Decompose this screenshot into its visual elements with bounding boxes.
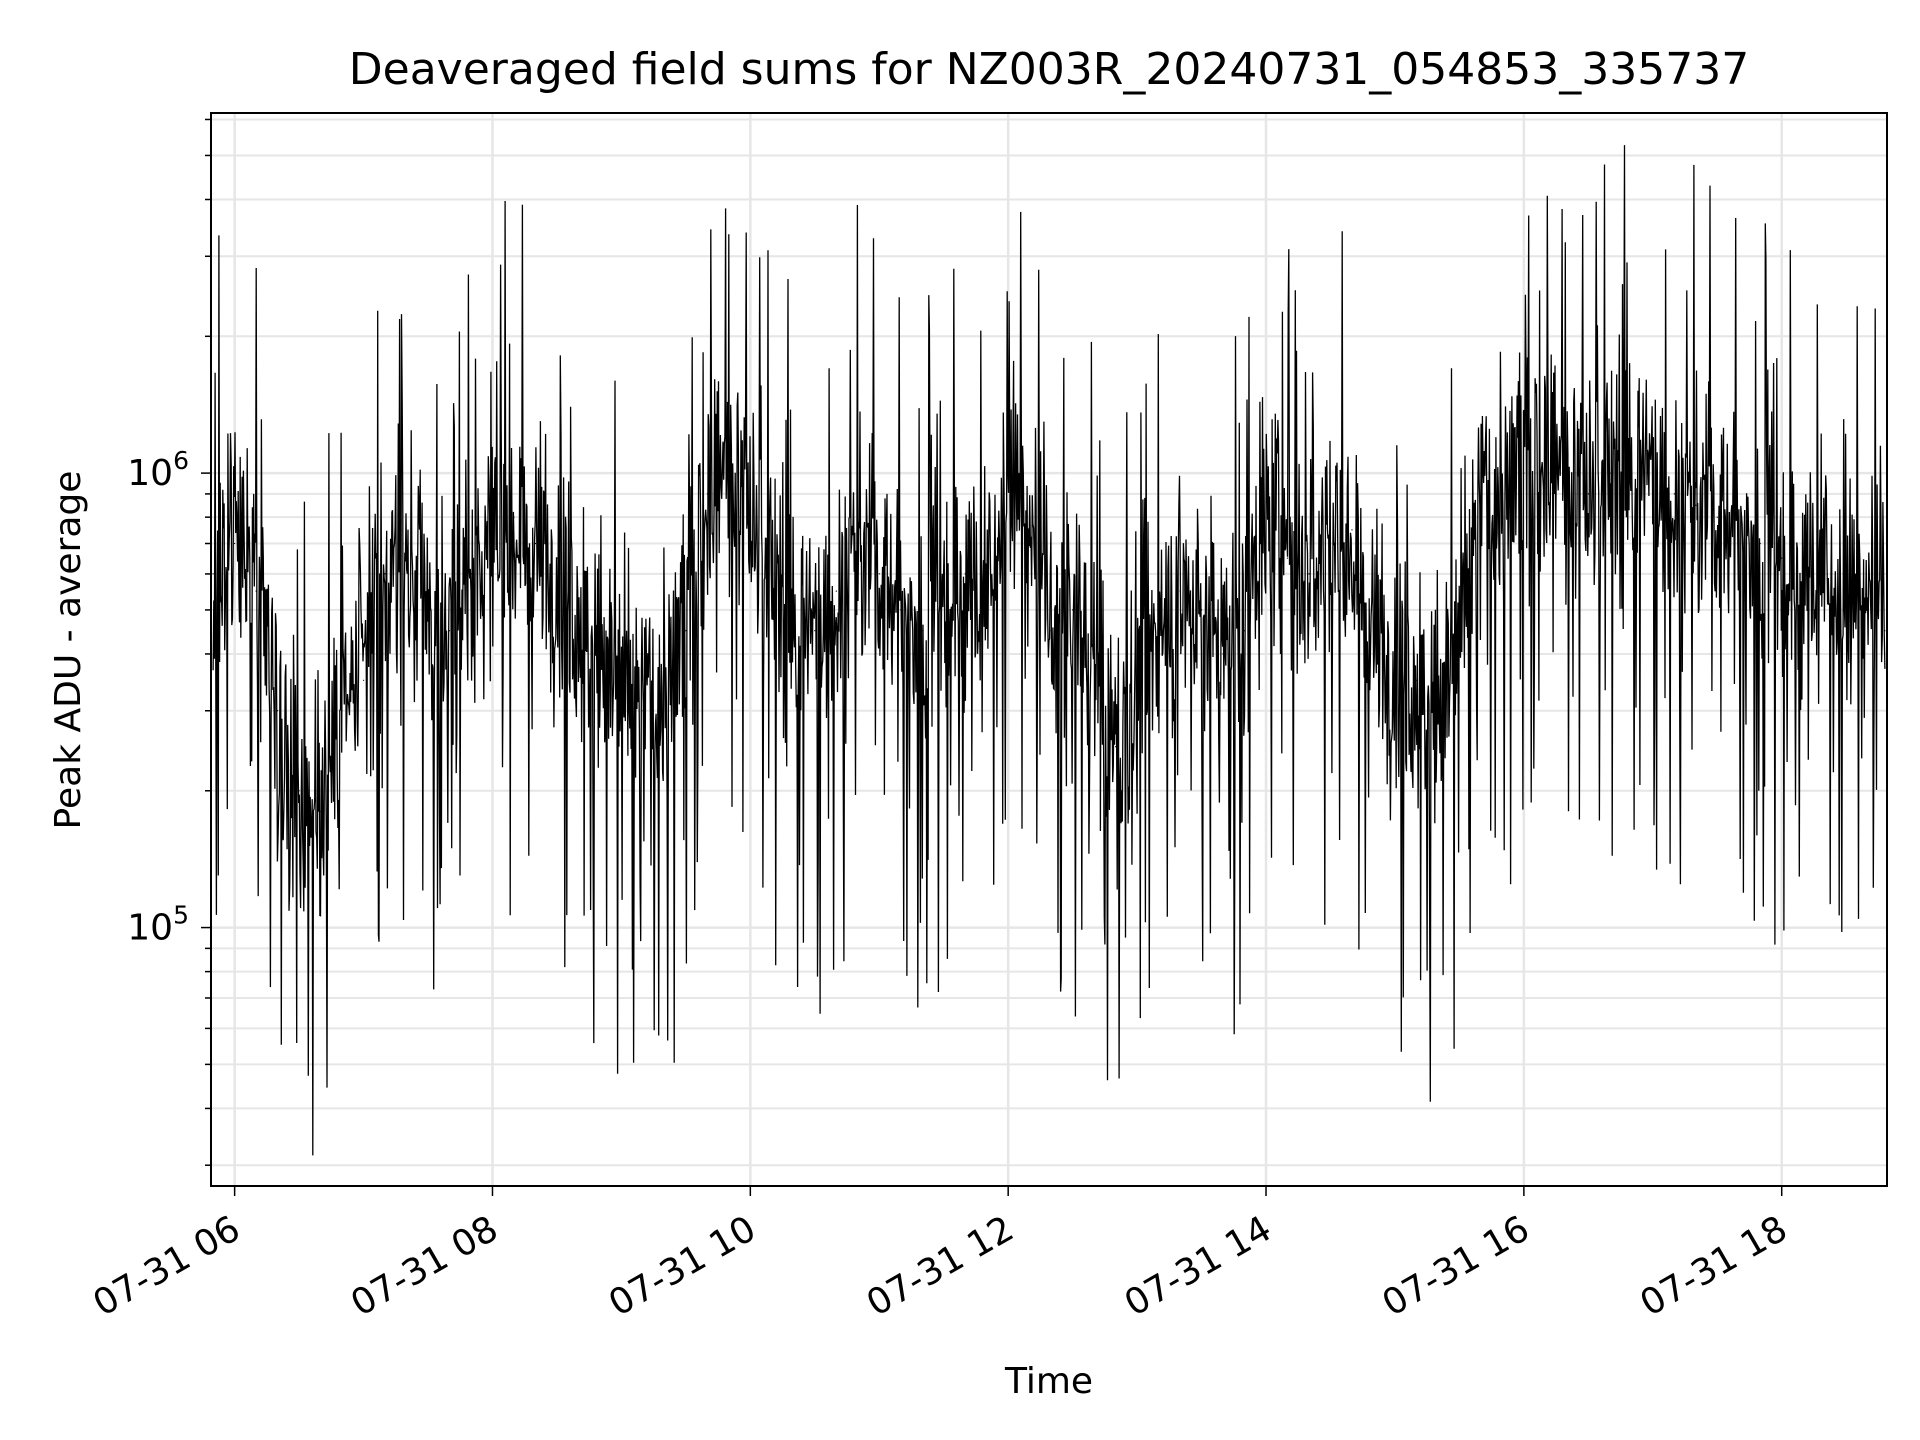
data-point	[363, 679, 365, 681]
data-point	[943, 590, 945, 592]
data-point	[234, 542, 236, 545]
data-point	[1544, 453, 1546, 455]
data-point	[384, 573, 386, 575]
data-point	[1351, 529, 1353, 531]
data-point	[1781, 557, 1783, 559]
data-point	[1308, 573, 1310, 575]
data-point	[1072, 609, 1074, 611]
data-point	[792, 609, 794, 611]
data-point	[277, 710, 279, 712]
data-point	[1695, 504, 1697, 506]
data-point	[1222, 653, 1224, 655]
data-point	[1673, 493, 1675, 495]
data-point	[1093, 653, 1095, 655]
y-axis-label: Peak ADU - average	[48, 471, 89, 830]
data-point	[1523, 472, 1525, 474]
data-point	[599, 653, 601, 655]
data-point	[341, 710, 343, 712]
data-point	[1243, 630, 1246, 632]
data-point	[298, 790, 300, 792]
data-point	[1609, 472, 1611, 474]
data-point	[1630, 453, 1632, 455]
data-point	[663, 679, 666, 681]
data-point	[1265, 516, 1267, 518]
y-tick-label: 105	[127, 901, 189, 949]
x-axis-label: Time	[1004, 1361, 1093, 1402]
data-point	[1029, 542, 1031, 545]
data-point	[964, 573, 966, 575]
series-line	[212, 145, 1886, 1156]
data-point	[212, 573, 214, 575]
data-point	[1867, 609, 1869, 611]
data-point	[1329, 542, 1332, 545]
data-point	[900, 609, 902, 611]
data-point	[1115, 746, 1117, 748]
data-point	[1802, 573, 1804, 575]
data-point	[577, 609, 580, 611]
data-point	[1050, 630, 1052, 632]
data-point	[814, 630, 816, 632]
data-point	[1286, 557, 1289, 559]
data-series	[212, 145, 1886, 1156]
data-point	[986, 609, 988, 611]
data-point	[1587, 493, 1589, 495]
data-point	[771, 573, 773, 575]
data-point	[491, 542, 494, 545]
data-point	[1394, 653, 1396, 655]
data-point	[427, 609, 429, 611]
data-point	[1480, 504, 1482, 506]
data-point	[685, 630, 687, 632]
data-point	[1458, 630, 1460, 632]
data-point	[1566, 482, 1568, 484]
data-point	[1652, 472, 1654, 474]
data-point	[1179, 590, 1181, 592]
data-point	[642, 710, 644, 712]
plot-frame	[210, 112, 1888, 1187]
data-point	[1007, 453, 1009, 455]
data-point	[1136, 679, 1138, 681]
data-point	[1501, 482, 1503, 484]
data-point	[1738, 529, 1740, 531]
data-point	[728, 472, 730, 474]
data-point	[255, 590, 257, 592]
y-tick-label: 106	[127, 446, 189, 494]
data-point	[857, 542, 859, 545]
data-point	[921, 630, 923, 632]
data-point	[513, 516, 515, 518]
data-point	[1201, 609, 1203, 611]
data-point	[470, 573, 472, 575]
data-point	[749, 516, 751, 518]
data-point	[1415, 679, 1417, 681]
data-point	[1437, 710, 1439, 712]
data-point	[1824, 573, 1826, 575]
data-point	[1759, 542, 1761, 545]
data-point	[878, 573, 880, 575]
data-point	[1845, 590, 1847, 592]
data-point	[320, 811, 322, 813]
data-point	[620, 679, 623, 681]
data-point	[556, 557, 558, 559]
chart-title: Deaveraged field sums for NZ003R_2024073…	[349, 44, 1749, 95]
data-point	[1884, 630, 1886, 632]
data-point	[1372, 630, 1375, 632]
data-point	[1716, 516, 1718, 518]
data-point	[835, 590, 837, 592]
data-point	[448, 630, 451, 632]
data-point	[534, 542, 537, 545]
data-point	[706, 493, 709, 495]
data-point	[405, 557, 408, 559]
data-point	[1158, 630, 1160, 632]
